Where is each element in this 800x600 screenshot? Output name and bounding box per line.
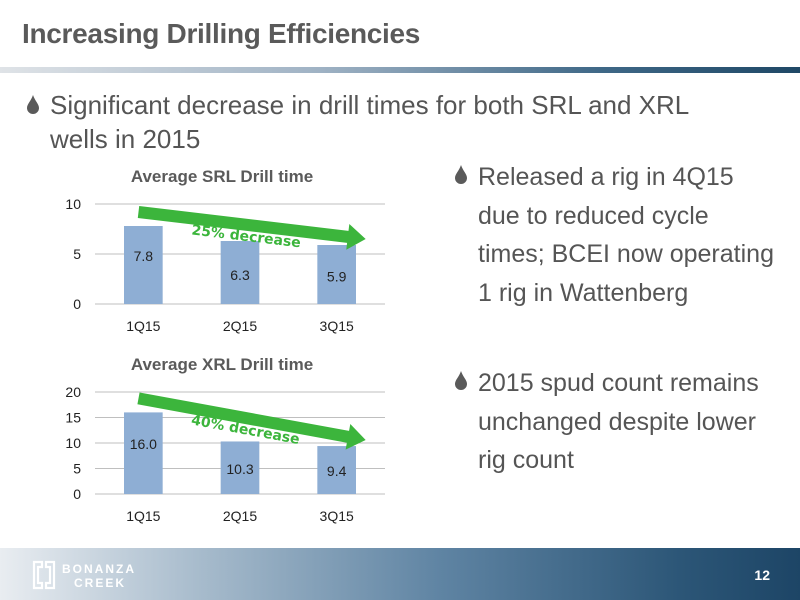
bar-2q15: [220, 241, 260, 304]
bar-3q15: [317, 446, 356, 494]
slide-title: Increasing Drilling Efficiencies: [22, 18, 421, 49]
bar-1q15: [124, 412, 163, 494]
y-tick-label: 5: [73, 246, 81, 262]
page-number: 12: [754, 567, 770, 583]
x-tick-label: 3Q15: [320, 508, 354, 524]
bullet-main-text: Significant decrease in drill times for …: [50, 90, 689, 154]
data-label: 7.8: [134, 248, 154, 264]
y-tick-label: 5: [73, 461, 81, 477]
data-label: 5.9: [327, 269, 347, 285]
data-label: 10.3: [226, 461, 253, 477]
data-label: 16.0: [130, 436, 157, 452]
y-tick-label: 10: [65, 435, 81, 451]
bonanza-creek-logo: BONANZA CREEK: [32, 560, 136, 590]
y-tick-label: 0: [73, 296, 81, 312]
footer-band: [0, 548, 800, 600]
x-tick-label: 1Q15: [126, 318, 160, 334]
y-tick-label: 10: [65, 196, 81, 212]
xrl-drill-time-chart: Average XRL Drill time 0 5 10 15 20 16.0 1Q15 10…: [65, 355, 385, 524]
y-tick-label: 0: [73, 486, 81, 502]
x-tick-label: 1Q15: [126, 508, 160, 524]
bullet-rig-release: Released a rig in 4Q15 due to reduced cy…: [454, 158, 774, 312]
chart-title: Average SRL Drill time: [131, 167, 313, 186]
bar-1q15: [124, 226, 163, 304]
drop-bullet-icon: [455, 371, 467, 390]
chart-title: Average XRL Drill time: [131, 355, 313, 374]
arrow-shape: [137, 392, 366, 450]
data-label: 6.3: [230, 267, 250, 283]
data-label: 9.4: [327, 463, 347, 479]
arrow-shape: [137, 206, 366, 250]
bar-3q15: [317, 245, 356, 304]
logo-text-line1: BONANZA: [62, 562, 136, 576]
y-tick-label: 20: [65, 384, 81, 400]
x-tick-label: 2Q15: [223, 508, 257, 524]
logo-text-line2: CREEK: [74, 576, 126, 590]
title-divider: [0, 67, 800, 73]
srl-drill-time-chart: Average SRL Drill time 0 5 10 7.8 1Q15 6.3 2Q15…: [65, 167, 385, 334]
x-tick-label: 3Q15: [320, 318, 354, 334]
y-tick-label: 15: [65, 410, 81, 426]
drop-bullet-icon: [27, 95, 39, 114]
drop-bullet-icon: [455, 165, 467, 184]
x-tick-label: 2Q15: [223, 318, 257, 334]
bullet-spud-count: 2015 spud count remains unchanged despit…: [454, 364, 774, 480]
bullet-spud-count-text: 2015 spud count remains unchanged despit…: [478, 369, 759, 474]
bar-2q15: [220, 441, 260, 494]
bullet-rig-release-text: Released a rig in 4Q15 due to reduced cy…: [478, 163, 774, 307]
bullet-main: Significant decrease in drill times for …: [26, 88, 746, 156]
